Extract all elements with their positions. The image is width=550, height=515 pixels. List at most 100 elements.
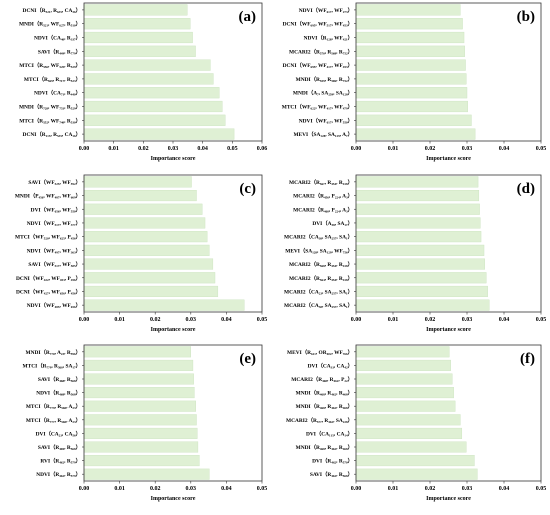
plot-frame-e (83, 344, 263, 482)
bar-b-7 (355, 100, 468, 113)
bar-b-9 (355, 128, 476, 140)
category-label-f-5: MCARI2（R₅₇₇, R₄₆₂, SA₂₂₈） (286, 416, 353, 424)
category-label-d-1: MCARI2（R₄₅₆, P₂₂₄, A₃） (293, 192, 353, 200)
bar-a-2 (83, 31, 193, 44)
xtick-label-f-5: 0.05 (536, 486, 547, 492)
xtick-label-a-3: 0.03 (168, 146, 179, 152)
xtick-label-d-0: 0.00 (351, 317, 362, 323)
category-label-d-8: MCARI2（CA₂₃, SA₂₅₇, SA₁） (284, 287, 353, 295)
category-label-a-1: MNDI（R₅₂₁, WF₆₂₇, R₅₁₀） (19, 20, 81, 28)
category-label-a-9: DCNI（R₁₁₅, R₅₃₅, CA₁₆） (23, 130, 81, 138)
xtick-label-a-0: 0.00 (79, 146, 90, 152)
xtick-label-d-5: 0.05 (536, 317, 547, 323)
bar-f-5 (355, 414, 461, 426)
xtick-label-f-2: 0.02 (425, 486, 436, 492)
bar-e-1 (83, 359, 194, 371)
plot-frame-d (355, 174, 542, 313)
category-label-a-3: SAVI（R₄₄₉, R₇₇₉） (38, 47, 81, 55)
bar-e-0 (83, 346, 192, 358)
xtick-label-c-1: 0.01 (114, 317, 125, 323)
bar-c-1 (83, 190, 197, 202)
category-label-f-1: DVI（CA₃₃, CA₄₂） (308, 361, 353, 369)
bar-d-5 (355, 244, 485, 256)
panel-d: MCARI2（R₅₆₇, R₄₅₄, R₄₁₈） MCARI2（R₄₅₆, P₂₂… (284, 174, 547, 333)
category-label-c-1: MNDI（P₄₅₆, WF₄₈₇, WF₆₆₉） (15, 192, 81, 200)
bar-b-6 (355, 87, 468, 99)
category-label-a-2: NDVI（CA₄₀, R₃₃₇） (34, 34, 81, 42)
bar-e-7 (83, 441, 199, 453)
category-label-e-4: MTCI（R₇₇₉, R₅₆₀, A₂₃） (26, 402, 81, 410)
panel-e: MNDI（R₇₇₀, A₂₃, R₅₉₆） MTCI（R₇₇₉, R₅₆₀, SA… (23, 344, 268, 502)
xtick-label-a-1: 0.01 (108, 146, 119, 152)
xtick-label-f-1: 0.01 (388, 486, 399, 492)
xtick-label-c-4: 0.04 (221, 317, 232, 323)
category-label-f-7: MNDI（R₄₆₈, R₄₆₂, R₄₆₈） (296, 443, 353, 451)
x-axis-label-d: Importance score (426, 327, 471, 333)
x-axis-label-c: Importance score (151, 327, 196, 333)
bar-f-1 (355, 359, 451, 371)
category-label-f-2: MCARI2（R₄₆₈, R₄₆₂, P₂₂） (291, 375, 353, 383)
xtick-label-a-4: 0.04 (197, 146, 208, 152)
category-label-d-3: DVI（A₃₈, SA₁₇） (312, 219, 353, 227)
panel-c: SAVI（WF₅₂₅, WF₅₉₂） MNDI（P₄₅₆, WF₄₈₇, WF₆₆… (15, 174, 267, 333)
xtick-label-e-4: 0.04 (221, 486, 232, 492)
bar-c-2 (83, 203, 203, 215)
xtick-label-e-1: 0.01 (114, 486, 125, 492)
bar-d-1 (355, 190, 480, 202)
category-label-e-5: MTCI（R₇₇₇, R₅₆₀, A₂₃） (26, 416, 81, 424)
category-label-c-0: SAVI（WF₅₂₅, WF₅₉₂） (28, 178, 81, 186)
category-label-b-2: NDVI（R₁₂₈, WF₄₂₁） (304, 34, 353, 42)
xtick-label-e-5: 0.05 (257, 486, 268, 492)
xtick-label-d-2: 0.02 (425, 317, 436, 323)
category-label-d-7: MCARI2（R₅₆₄, R₄₅₄, R₄₁₈） (289, 274, 353, 282)
category-label-d-9: MCARI2（CA₃₈, SA₂₅₇, SA₁） (284, 301, 353, 309)
category-label-e-3: NDVI（R₄₆₈, R₅₆₈） (36, 389, 81, 397)
bar-b-5 (355, 73, 467, 85)
category-label-f-4: MNDI（R₄₆₈, R₄₆₂, R₄₆₈） (296, 402, 353, 410)
xtick-label-e-3: 0.03 (186, 486, 197, 492)
bar-d-4 (355, 231, 482, 243)
bar-d-9 (355, 299, 490, 311)
xtick-label-a-2: 0.02 (138, 146, 149, 152)
xtick-label-f-0: 0.00 (351, 486, 362, 492)
bar-a-6 (83, 87, 220, 99)
category-label-f-8: DVI（R₄₆₂, R₅₇₀） (312, 457, 353, 465)
category-label-c-5: NDVI（WF₄₉₇, WF₃₆₃） (27, 246, 81, 254)
xtick-label-a-6: 0.06 (257, 146, 268, 152)
category-label-a-8: MTCI（R₅₅₂, WF₇₄₀, R₅₃₀） (19, 116, 81, 124)
bar-c-7 (83, 272, 216, 284)
category-label-b-1: DCNI（WF₆₉₅, WF₅₁₇, WF₄₅₃） (283, 20, 353, 28)
bar-d-6 (355, 258, 485, 270)
category-label-e-0: MNDI（R₇₇₀, A₂₃, R₅₉₆） (26, 348, 81, 356)
xtick-label-f-4: 0.04 (499, 486, 510, 492)
category-label-c-4: MTCI（WF₅₂₀, WF₆₂₅, P₄₅₆） (15, 233, 81, 241)
bar-c-4 (83, 231, 208, 243)
bar-e-8 (83, 455, 200, 467)
category-label-d-0: MCARI2（R₅₆₇, R₄₅₄, R₄₁₈） (289, 178, 353, 186)
category-label-c-7: DCNI（WF₄₂₂, WF₄₅₃, P₄₅₆） (16, 274, 81, 282)
bar-a-3 (83, 45, 196, 57)
panel-letter-a: (a) (239, 9, 257, 25)
xtick-label-b-5: 0.05 (536, 146, 547, 152)
bar-a-1 (83, 18, 191, 30)
bar-b-2 (355, 31, 465, 44)
bar-e-4 (83, 400, 196, 412)
bar-c-5 (83, 244, 210, 256)
bar-e-9 (83, 468, 210, 480)
bar-c-0 (83, 176, 192, 188)
category-label-b-4: DCNI（WF₆₉₅, WF₄₁₇, WF₄₅₃） (283, 61, 353, 69)
bar-f-4 (355, 400, 456, 412)
plot-frame-f (355, 344, 542, 482)
category-label-c-9: NDVI（WF₄₈₅, WF₆₅₆） (27, 301, 81, 309)
xtick-label-e-2: 0.02 (150, 486, 161, 492)
xtick-label-c-3: 0.03 (186, 317, 197, 323)
bar-a-8 (83, 114, 226, 126)
category-label-c-3: NDVI（WF₅₁₇, WF₃₇₇） (27, 219, 81, 227)
bar-a-7 (83, 100, 223, 113)
xtick-label-e-0: 0.00 (79, 486, 90, 492)
xtick-label-b-0: 0.00 (351, 146, 362, 152)
category-label-d-2: MCARI2（R₄₆₀, P₂₂₄, A₃） (293, 205, 353, 213)
category-label-c-8: DCNI（WF₄₂₇, WF₆₅₆, P₄₅₆） (16, 287, 81, 295)
bar-a-4 (83, 59, 211, 71)
x-axis-label-e: Importance score (151, 496, 196, 502)
